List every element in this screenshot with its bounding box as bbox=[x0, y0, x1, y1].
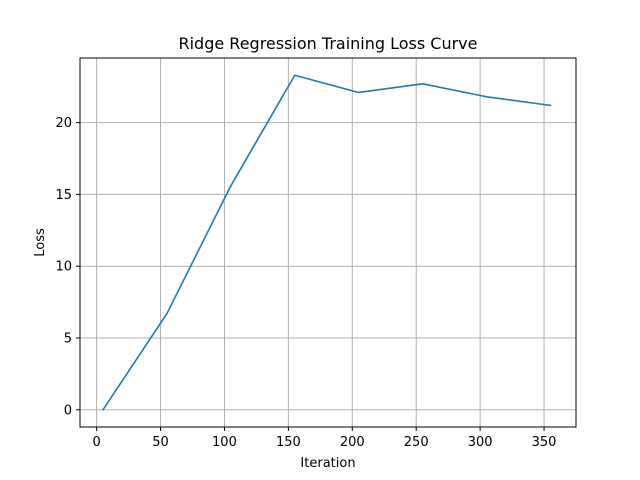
x-axis-label: Iteration bbox=[300, 456, 355, 471]
x-tick-label: 200 bbox=[340, 435, 365, 450]
y-tick-label: 20 bbox=[55, 116, 72, 131]
plot-frame bbox=[79, 57, 577, 428]
x-tick-label: 150 bbox=[276, 435, 301, 450]
x-tick-label: 50 bbox=[152, 435, 169, 450]
series-layer bbox=[101, 74, 552, 411]
chart-title: Ridge Regression Training Loss Curve bbox=[178, 34, 477, 53]
y-tick-label: 5 bbox=[64, 331, 72, 346]
y-tick-label: 15 bbox=[55, 188, 72, 203]
y-axis-ticks: 0 5 10 15 20 bbox=[55, 116, 80, 418]
x-tick-label: 250 bbox=[404, 435, 429, 450]
y-tick-label: 10 bbox=[55, 260, 72, 275]
y-tick-label: 0 bbox=[64, 403, 72, 418]
x-tick-label: 300 bbox=[468, 435, 493, 450]
x-tick-label: 350 bbox=[532, 435, 557, 450]
loss-line bbox=[101, 74, 552, 411]
y-axis-label: Loss bbox=[33, 228, 48, 257]
grid-lines bbox=[80, 58, 576, 427]
x-tick-label: 100 bbox=[212, 435, 237, 450]
x-tick-label: 0 bbox=[92, 435, 100, 450]
x-axis-ticks: 0 50 100 150 200 250 300 350 bbox=[92, 427, 556, 450]
